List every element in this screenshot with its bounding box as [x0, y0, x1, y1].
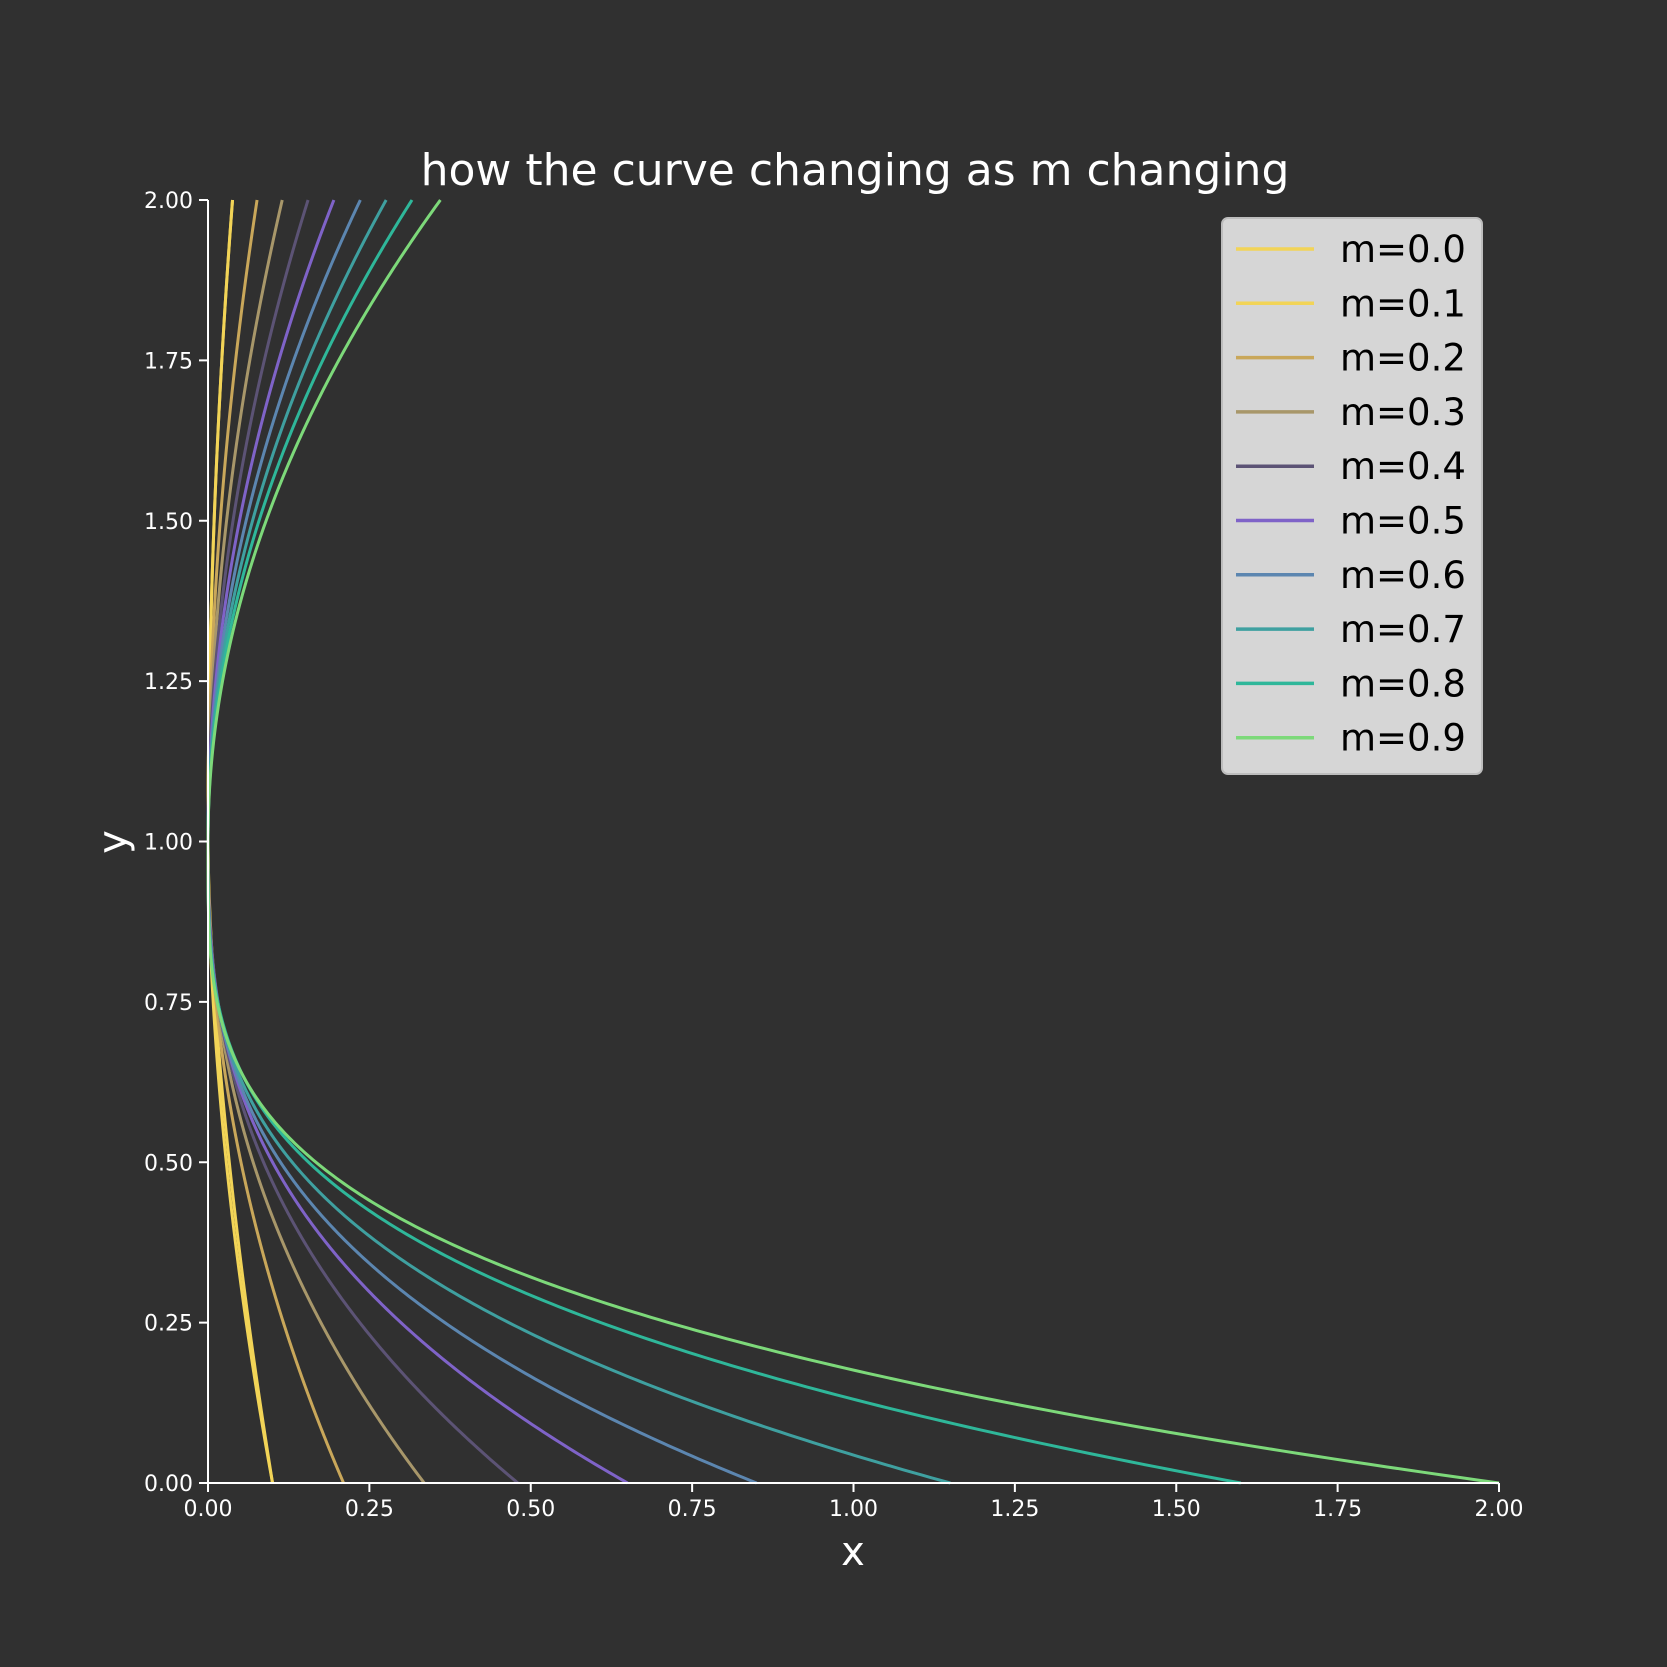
legend-label: m=0.6 [1340, 554, 1466, 597]
x-tick-label: 1.25 [990, 1497, 1039, 1522]
legend-label: m=0.9 [1340, 717, 1466, 760]
curves [206, 199, 1500, 1485]
y-tick-label: 1.50 [144, 510, 193, 535]
legend-label: m=0.0 [1340, 228, 1466, 271]
y-tick-label: 0.25 [144, 1312, 193, 1337]
curve-lower-5 [206, 841, 629, 1485]
x-tick-label: 1.00 [829, 1497, 878, 1522]
x-tick-label: 2.00 [1475, 1497, 1524, 1522]
legend-label: m=0.4 [1340, 445, 1466, 488]
x-tick-label: 0.00 [184, 1497, 233, 1522]
legend-label: m=0.3 [1340, 391, 1466, 434]
y-tick-label: 2.00 [144, 189, 193, 214]
y-tick-label: 1.25 [144, 670, 193, 695]
curve-lower-7 [206, 841, 951, 1485]
y-tick-label: 0.00 [144, 1472, 193, 1497]
x-tick-label: 0.50 [506, 1497, 555, 1522]
x-tick-label: 1.75 [1313, 1497, 1362, 1522]
curve-upper-9 [206, 199, 442, 842]
y-tick-label: 0.75 [144, 991, 193, 1016]
x-axis-label: x [841, 1529, 865, 1575]
curve-lower-8 [206, 841, 1242, 1485]
y-tick-label: 1.00 [144, 831, 193, 856]
curve-lower-9 [206, 841, 1500, 1485]
y-axis-label: y [90, 830, 136, 854]
x-ticks: 0.00 0.25 0.50 0.75 1.00 1.25 1.50 1.75 2.00 [184, 1483, 1524, 1522]
x-tick-label: 1.50 [1152, 1497, 1201, 1522]
legend-label: m=0.5 [1340, 500, 1466, 543]
y-tick-label: 1.75 [144, 349, 193, 374]
legend-label: m=0.1 [1340, 282, 1466, 325]
curve-upper-7 [206, 199, 388, 842]
x-tick-label: 0.25 [345, 1497, 394, 1522]
y-tick-label: 0.50 [144, 1151, 193, 1176]
chart-title: how the curve changing as m changing [421, 145, 1290, 196]
x-tick-label: 0.75 [668, 1497, 717, 1522]
y-ticks: 0.00 0.25 0.50 0.75 1.00 1.25 1.50 1.75 2.00 [144, 189, 208, 1497]
legend-label: m=0.7 [1340, 608, 1466, 651]
legend-label: m=0.2 [1340, 337, 1466, 380]
legend: m=0.0 m=0.1 m=0.2 m=0.3 m=0.4 m=0.5 m=0.6 m=0.7… [1221, 217, 1483, 775]
legend-label: m=0.8 [1340, 662, 1466, 705]
